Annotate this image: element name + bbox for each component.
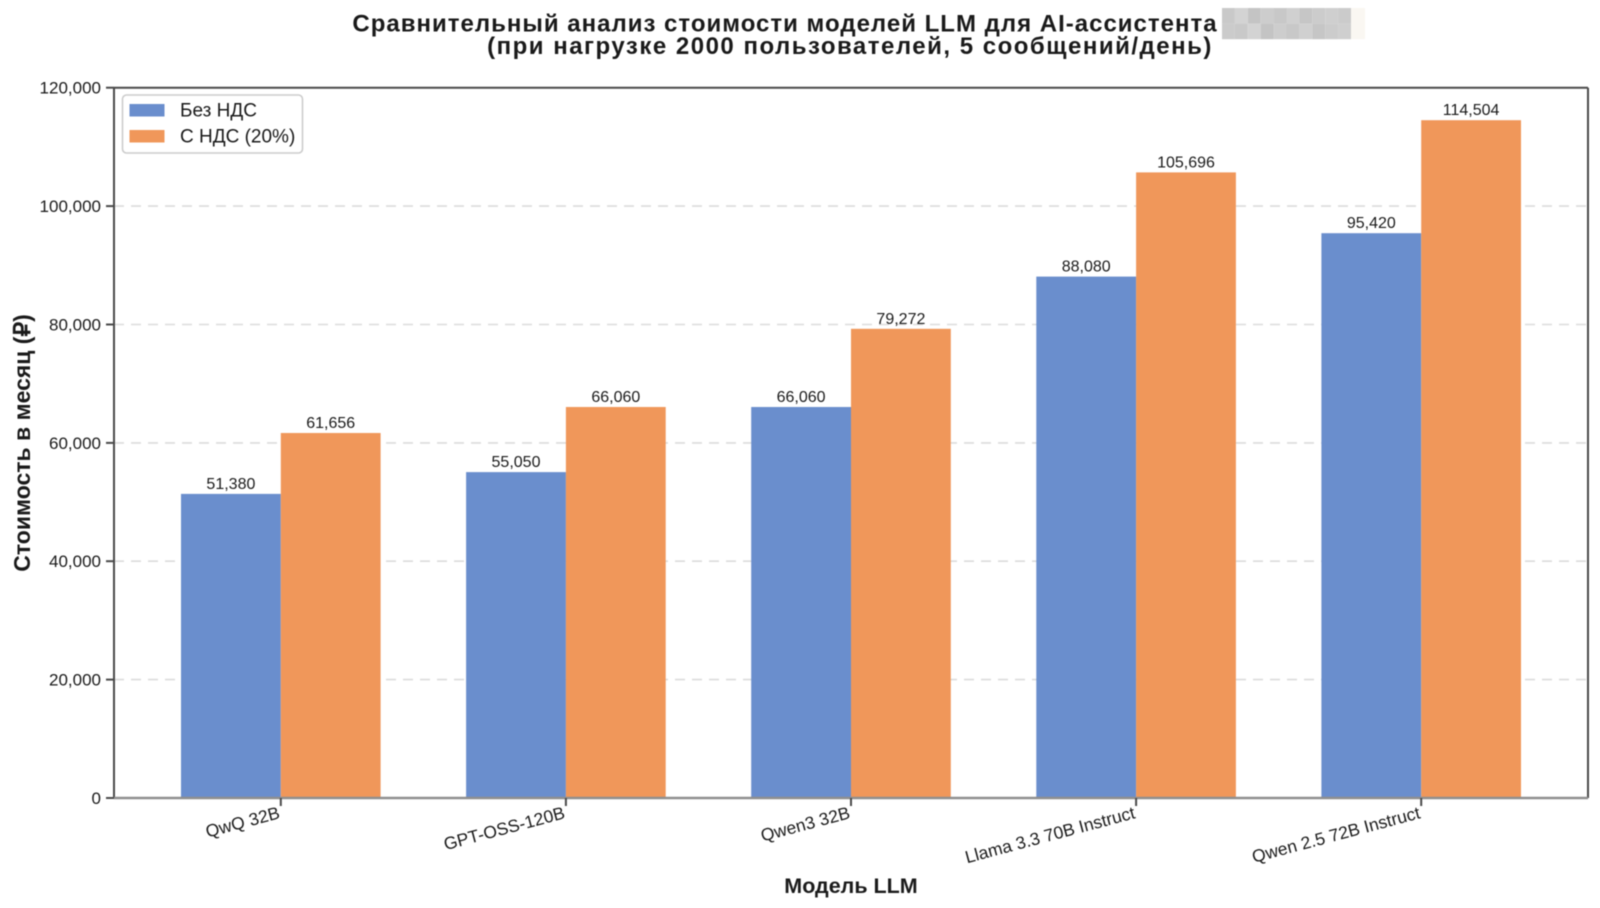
svg-text:88,080: 88,080 — [1062, 259, 1111, 276]
svg-text:95,420: 95,420 — [1347, 215, 1396, 232]
svg-text:114,504: 114,504 — [1443, 102, 1500, 119]
svg-text:51,380: 51,380 — [206, 476, 255, 493]
svg-text:Модель LLM: Модель LLM — [784, 874, 917, 898]
svg-text:20,000: 20,000 — [49, 671, 101, 690]
svg-text:79,272: 79,272 — [876, 311, 925, 328]
svg-text:105,696: 105,696 — [1157, 154, 1215, 171]
svg-text:66,060: 66,060 — [591, 389, 640, 406]
svg-text:120,000: 120,000 — [40, 79, 101, 98]
svg-text:100,000: 100,000 — [40, 197, 101, 216]
svg-text:40,000: 40,000 — [49, 552, 101, 571]
svg-text:Сравнительный анализ стоимости: Сравнительный анализ стоимости моделей L… — [352, 11, 1217, 38]
svg-text:66,060: 66,060 — [777, 389, 826, 406]
svg-text:80,000: 80,000 — [49, 316, 101, 335]
svg-text:60,000: 60,000 — [49, 434, 101, 453]
svg-text:(при нагрузке 2000 пользовател: (при нагрузке 2000 пользователей, 5 сооб… — [487, 33, 1213, 60]
svg-text:61,656: 61,656 — [306, 415, 355, 432]
svg-text:0: 0 — [92, 789, 101, 808]
svg-text:Стоимость в месяц (₽): Стоимость в месяц (₽) — [9, 314, 35, 572]
svg-text:С НДС (20%): С НДС (20%) — [180, 127, 295, 148]
svg-text:Без НДС: Без НДС — [180, 101, 257, 122]
svg-text:55,050: 55,050 — [492, 454, 541, 471]
